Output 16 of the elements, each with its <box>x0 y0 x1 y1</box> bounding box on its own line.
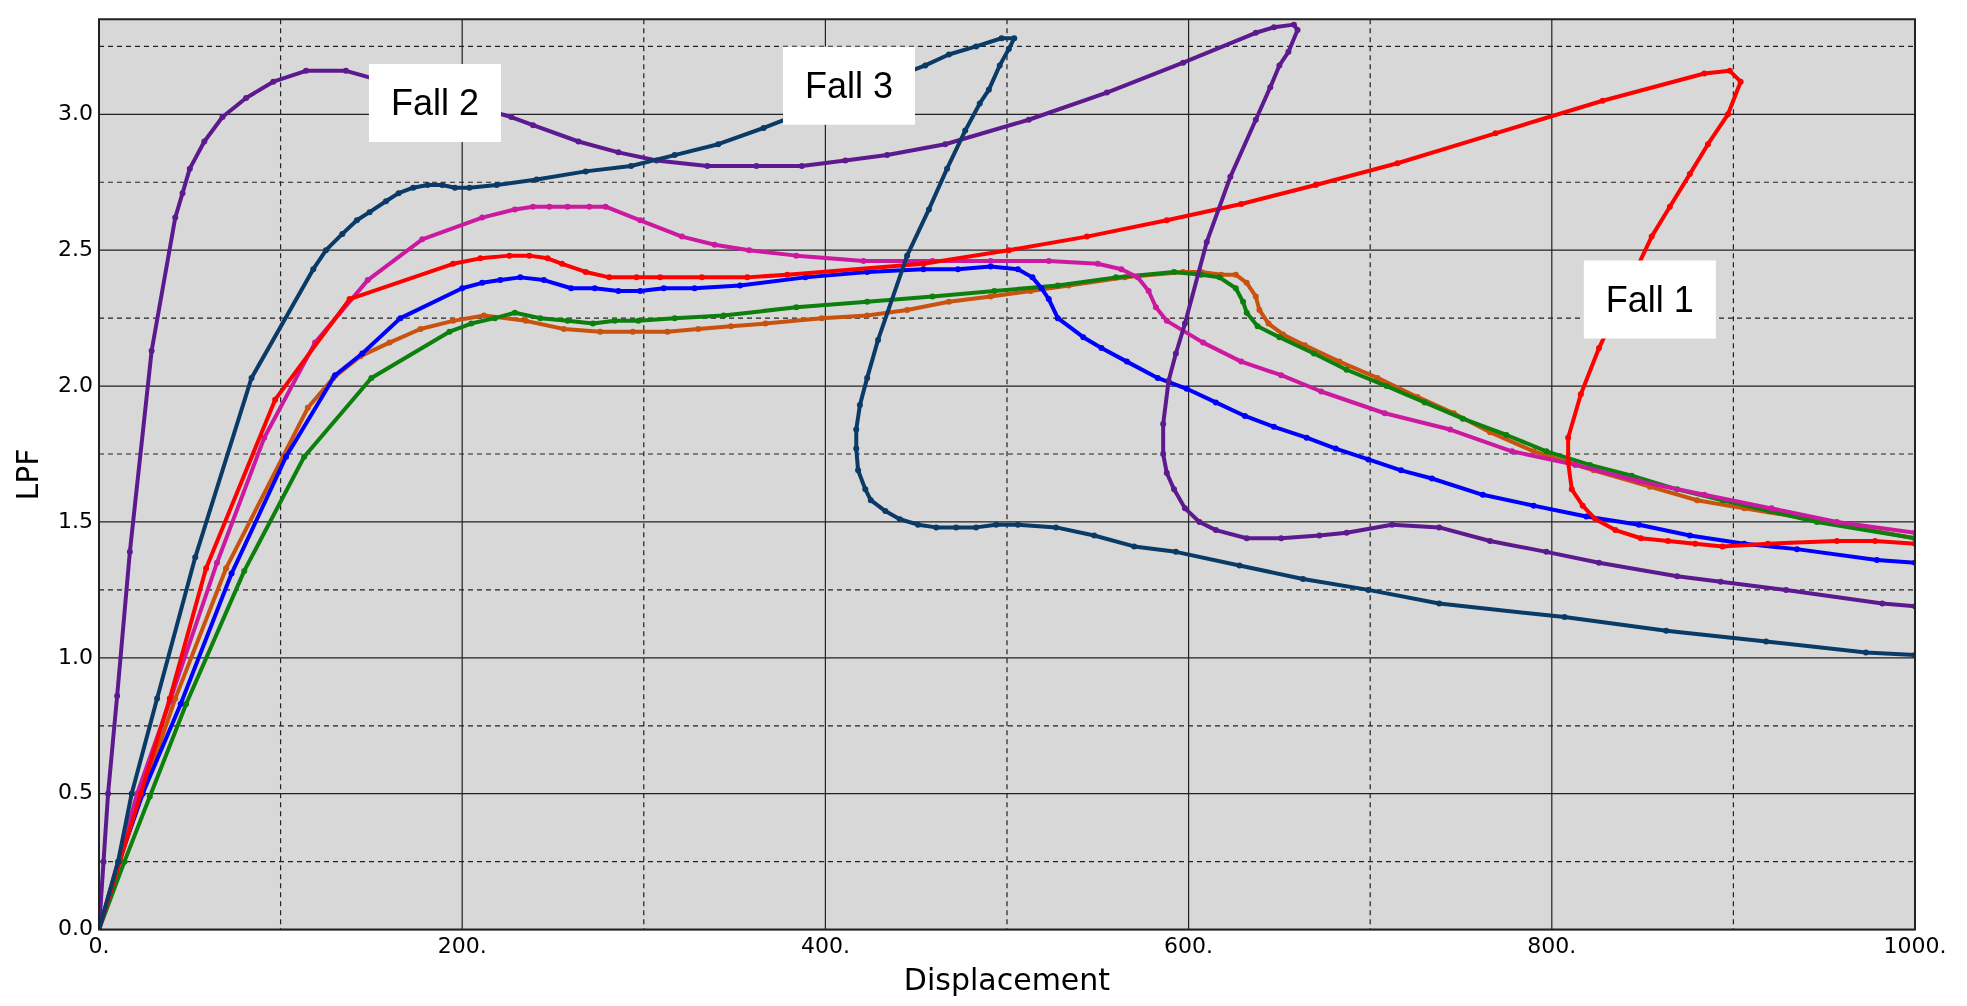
x-tick-label: 600. <box>1164 932 1214 958</box>
y-tick-label: 2.0 <box>57 371 93 397</box>
x-tick-label: 800. <box>1527 932 1577 958</box>
y-tick-label: 1.5 <box>57 507 93 533</box>
annotation: Fall 3 <box>804 64 894 106</box>
x-tick-label: 400. <box>800 932 850 958</box>
annotation: Fall 1 <box>1605 278 1694 320</box>
x-axis-title: Displacement <box>903 961 1111 997</box>
y-axis-title: LPF <box>9 448 45 501</box>
annotation: Fall 2 <box>390 81 479 123</box>
y-tick-label: 1.0 <box>57 643 93 669</box>
y-tick-label: 3.0 <box>57 100 93 126</box>
x-tick-label: 200. <box>437 932 487 958</box>
y-tick-label: 0.5 <box>57 779 93 805</box>
y-tick-label: 2.5 <box>57 235 93 261</box>
x-tick-label: 1000. <box>1883 932 1947 958</box>
